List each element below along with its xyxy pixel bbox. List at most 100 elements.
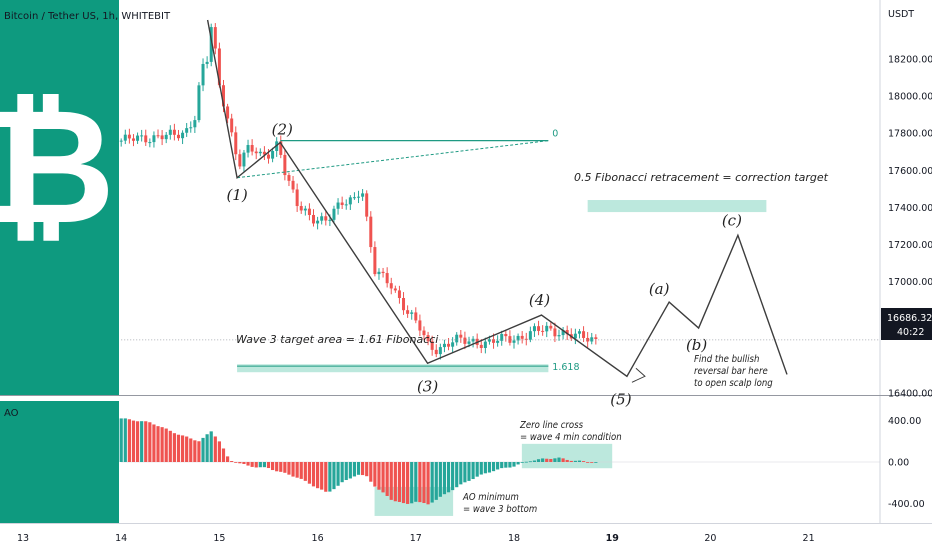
candle xyxy=(434,349,438,355)
candle xyxy=(447,343,451,347)
ao-bar xyxy=(553,458,557,462)
ao-bar xyxy=(504,462,508,468)
candle xyxy=(451,342,455,347)
candle xyxy=(385,273,389,284)
ao-bar xyxy=(344,462,348,481)
ao-bar xyxy=(221,448,226,462)
candle xyxy=(267,154,270,159)
price-tick-label: 17000.00 xyxy=(888,277,932,288)
ao-minimum-annotation: AO minimum = wave 3 bottom xyxy=(462,492,537,515)
symbol-title[interactable]: Bitcoin / Tether US, 1h, WHITEBIT xyxy=(4,11,171,22)
candle xyxy=(467,341,471,344)
candle xyxy=(328,219,332,221)
ao-bar xyxy=(238,462,242,464)
candle xyxy=(577,331,581,334)
ao-bar xyxy=(303,462,307,481)
ao-bar xyxy=(213,436,217,462)
candle xyxy=(144,135,148,143)
candle xyxy=(524,338,528,340)
candle xyxy=(516,335,520,341)
ao-bar xyxy=(549,458,553,462)
candle xyxy=(586,337,590,342)
time-tick-label: 15 xyxy=(213,533,225,544)
ao-bar xyxy=(316,462,320,489)
candle xyxy=(442,343,446,348)
ao-bar xyxy=(254,462,258,468)
candle xyxy=(479,344,483,348)
ao-bar xyxy=(324,462,328,492)
wave-label: (1) xyxy=(226,186,247,204)
ao-bar xyxy=(545,458,549,462)
candle xyxy=(230,118,234,133)
candle xyxy=(332,208,336,220)
ao-bar xyxy=(385,462,389,496)
ao-bar xyxy=(279,462,283,472)
candle xyxy=(291,180,295,190)
candle xyxy=(271,151,275,159)
ao-bar xyxy=(475,462,479,477)
zero-cross-annotation: Zero line cross = wave 4 min condition xyxy=(519,420,622,443)
ao-bar xyxy=(160,427,164,462)
time-axis: 13 14 15 16 17 18 19 20 21 xyxy=(17,533,815,544)
candle xyxy=(312,214,316,224)
ao-bar xyxy=(320,462,324,490)
candle xyxy=(541,330,545,332)
ao-bar xyxy=(144,421,148,462)
ao-bar xyxy=(283,462,287,473)
candle xyxy=(561,330,565,336)
ao-bar xyxy=(270,462,275,471)
ao-bar xyxy=(438,462,442,497)
wave-label: (c) xyxy=(722,211,742,229)
candle xyxy=(123,134,127,141)
ao-bar xyxy=(246,462,250,466)
ao-bar xyxy=(295,462,299,478)
candle xyxy=(520,335,524,339)
ao-bar xyxy=(397,462,402,502)
price-tick-label: 17800.00 xyxy=(888,129,932,140)
candle xyxy=(136,135,140,141)
candle xyxy=(250,145,254,152)
candle xyxy=(238,154,242,167)
ao-bar xyxy=(512,462,516,467)
ao-bar xyxy=(434,462,438,500)
fib-05-zone xyxy=(587,200,767,213)
fib-0-label: 0 xyxy=(552,129,558,140)
ao-bar xyxy=(594,462,598,463)
ao-bar xyxy=(131,420,136,462)
candle xyxy=(119,140,123,142)
ao-tick-label: 400.00 xyxy=(888,416,921,427)
price-axis[interactable] xyxy=(880,0,932,550)
candle xyxy=(357,196,361,198)
ao-bar xyxy=(561,458,565,462)
candle xyxy=(262,151,266,155)
price-tick-label: 17400.00 xyxy=(888,203,932,214)
candle xyxy=(197,85,201,121)
time-tick-label: 20 xyxy=(704,533,716,544)
ao-bar xyxy=(573,460,577,462)
candle xyxy=(324,216,328,221)
ao-bar xyxy=(311,462,316,487)
candle xyxy=(557,335,561,337)
candle xyxy=(459,334,463,338)
current-price-tag[interactable]: 16686.32 40:22 xyxy=(881,308,932,340)
ao-bar xyxy=(262,462,267,468)
ao-bar xyxy=(258,462,262,468)
candle xyxy=(254,151,258,154)
candle xyxy=(565,330,569,335)
ao-bar xyxy=(356,462,361,475)
candlestick-series xyxy=(119,23,598,360)
candle xyxy=(226,106,230,119)
ao-bar xyxy=(463,462,467,483)
ao-title[interactable]: AO xyxy=(4,408,19,419)
candle xyxy=(397,290,401,299)
current-price-value: 16686.32 xyxy=(887,313,932,324)
ao-bar xyxy=(487,462,492,473)
candle xyxy=(594,337,598,340)
ao-bar xyxy=(516,462,520,465)
ao-bar xyxy=(172,433,176,462)
candle xyxy=(414,312,418,321)
ao-bar xyxy=(451,462,455,491)
ao-bar xyxy=(250,462,254,467)
price-tick-label: 18000.00 xyxy=(888,92,932,103)
brand-panel-ao xyxy=(0,401,119,523)
